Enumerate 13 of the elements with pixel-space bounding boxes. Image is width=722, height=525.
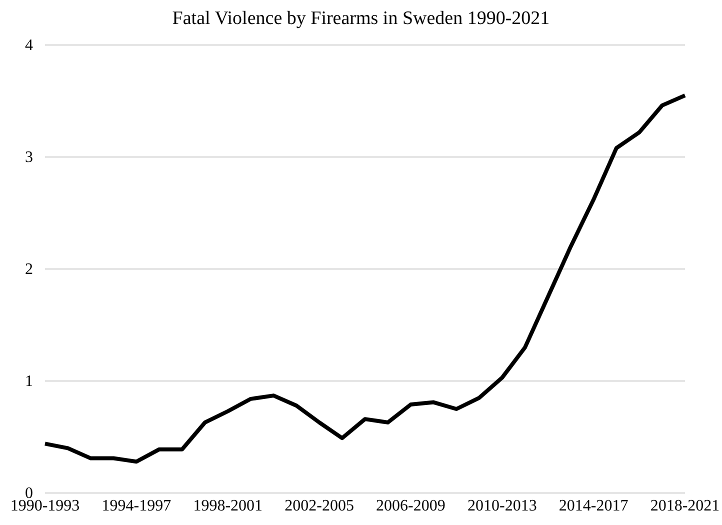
x-tick-label: 2010-2013 xyxy=(467,497,537,514)
x-tick-label: 2002-2005 xyxy=(284,497,354,514)
x-tick-label: 2018-2021 xyxy=(650,497,720,514)
y-tick-label: 4 xyxy=(25,37,33,54)
x-tick-label: 1998-2001 xyxy=(193,497,263,514)
y-tick-label: 2 xyxy=(25,261,33,278)
y-tick-label: 1 xyxy=(25,373,33,390)
x-tick-label: 2014-2017 xyxy=(558,497,628,514)
x-tick-label: 2006-2009 xyxy=(376,497,446,514)
x-tick-label: 1994-1997 xyxy=(102,497,172,514)
y-tick-label: 3 xyxy=(25,149,33,166)
line-series xyxy=(43,93,687,464)
chart-title: Fatal Violence by Firearms in Sweden 1990-2021 xyxy=(172,8,550,29)
